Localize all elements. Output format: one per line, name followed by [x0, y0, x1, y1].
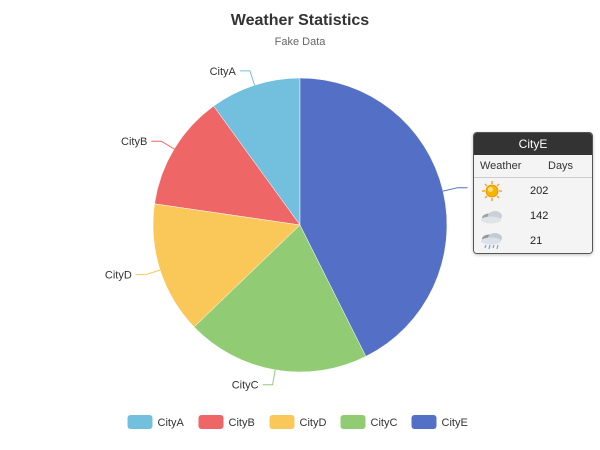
label-line-citya: [239, 70, 256, 86]
tooltip-days-showers: 21: [530, 234, 543, 247]
tooltip-header-weather: Weather: [480, 160, 522, 172]
chart-title: Weather Statistics: [231, 12, 370, 29]
legend-item-cityd[interactable]: CityD: [269, 415, 327, 429]
tooltip: CityE Weather Days 202: [473, 132, 593, 254]
legend-item-citya[interactable]: CityA: [127, 415, 185, 429]
pie-slices: [152, 77, 448, 373]
showers-icon: [481, 232, 502, 249]
legend-label: CityD: [300, 417, 327, 429]
legend-swatch: [198, 415, 224, 429]
slice-labels: CityA CityB CityD CityC: [105, 66, 468, 392]
legend-swatch: [127, 415, 153, 429]
legend-swatch: [340, 415, 366, 429]
label-line-cityd: [135, 269, 161, 276]
legend-swatch: [269, 415, 295, 429]
tooltip-row: 202: [474, 178, 592, 203]
legend-item-cityb[interactable]: CityB: [198, 415, 255, 429]
slice-label-cityd: CityD: [105, 270, 132, 282]
chart-legend: CityA CityB CityD CityC CityE: [127, 415, 468, 429]
sunny-icon: [482, 180, 502, 201]
legend-label: CityB: [229, 417, 255, 429]
slice-label-cityb: CityB: [121, 136, 147, 148]
label-line-cityb: [151, 140, 175, 150]
slice-label-cityc: CityC: [232, 380, 259, 392]
tooltip-row: 21: [474, 228, 592, 253]
pie-slice-citye[interactable]: [299, 77, 448, 357]
legend-label: CityE: [442, 417, 468, 429]
legend-swatch: [411, 415, 437, 429]
tooltip-header: Weather Days: [474, 155, 592, 178]
legend-item-cityc[interactable]: CityC: [340, 415, 398, 429]
tooltip-days-sunny: 202: [530, 184, 549, 197]
tooltip-row: 142: [474, 203, 592, 228]
tooltip-title: CityE: [474, 133, 592, 155]
label-line-citye: [442, 187, 468, 192]
legend-item-citye[interactable]: CityE: [411, 415, 468, 429]
slice-label-citya: CityA: [210, 66, 237, 78]
tooltip-header-days: Days: [548, 160, 574, 172]
legend-label: CityA: [158, 417, 185, 429]
chart-subtitle: Fake Data: [275, 36, 327, 48]
cloudy-icon: [481, 210, 502, 223]
tooltip-days-cloudy: 142: [530, 209, 549, 222]
legend-label: CityC: [371, 417, 398, 429]
label-line-cityc: [262, 369, 276, 386]
pie-slice-cityc[interactable]: [193, 224, 367, 373]
